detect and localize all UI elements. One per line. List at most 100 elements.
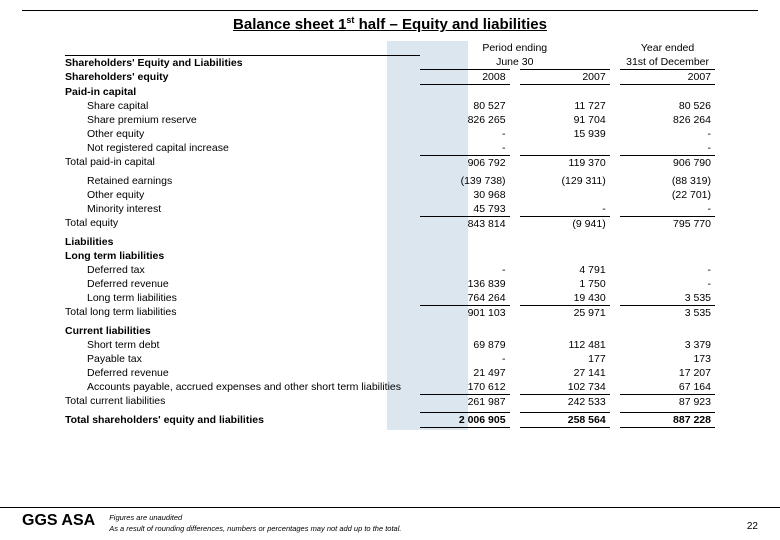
val-2008: 80 527: [420, 99, 510, 113]
val-2007h1: (129 311): [520, 174, 610, 188]
val-2007h1: 242 533: [520, 394, 610, 409]
val-2007h1: (9 941): [520, 216, 610, 231]
val-2007h1: 4 791: [520, 263, 610, 277]
hdr-year-ended: Year ended: [620, 41, 715, 55]
row-label: Payable tax: [65, 352, 420, 366]
company-name: GGS ASA: [22, 512, 95, 530]
section-shareholders-equity: Shareholders' equity: [65, 70, 420, 85]
val-2007fy: 3 535: [620, 305, 715, 320]
val-2007h1: 258 564: [520, 413, 610, 428]
val-2007fy: 173: [620, 352, 715, 366]
val-2007fy: 795 770: [620, 216, 715, 231]
hdr-2007a: 2007: [520, 70, 610, 85]
val-2007h1: 112 481: [520, 338, 610, 352]
footnotes: Figures are unaudited As a result of rou…: [95, 512, 747, 535]
val-2007fy: (22 701): [620, 188, 715, 202]
val-2007fy: 3 379: [620, 338, 715, 352]
val-2007h1: 27 141: [520, 366, 610, 380]
val-2007h1: [520, 141, 610, 156]
val-2008: 2 006 905: [420, 413, 510, 428]
val-2008: 170 612: [420, 380, 510, 395]
val-2007h1: 91 704: [520, 113, 610, 127]
val-2008: -: [420, 352, 510, 366]
val-2007h1: 25 971: [520, 305, 610, 320]
hdr-period-ending: Period ending: [420, 41, 610, 55]
row-label: Minority interest: [65, 202, 420, 217]
val-2007fy: (88 319): [620, 174, 715, 188]
footer: GGS ASA Figures are unaudited As a resul…: [0, 507, 780, 535]
row-label: Share premium reserve: [65, 113, 420, 127]
val-2007fy: -: [620, 277, 715, 291]
val-2008: -: [420, 127, 510, 141]
val-2007h1: 1 750: [520, 277, 610, 291]
val-2007fy: 80 526: [620, 99, 715, 113]
row-label: Other equity: [65, 188, 420, 202]
row-label: Accounts payable, accrued expenses and o…: [65, 380, 420, 395]
row-label: Deferred tax: [65, 263, 420, 277]
table-container: Period ending Year ended Shareholders' Equ…: [65, 41, 715, 430]
row-label: Total current liabilities: [65, 394, 420, 409]
section-current-liabilities: Current liabilities: [65, 324, 420, 338]
row-label: Deferred revenue: [65, 277, 420, 291]
val-2007fy: 87 923: [620, 394, 715, 409]
row-label: Deferred revenue: [65, 366, 420, 380]
val-2007fy: -: [620, 141, 715, 156]
val-2008: 69 879: [420, 338, 510, 352]
val-2007fy: 3 535: [620, 291, 715, 306]
val-2007h1: 119 370: [520, 155, 610, 170]
row-label: Total equity: [65, 216, 420, 231]
footnote-1: Figures are unaudited: [109, 512, 747, 523]
val-2008: 136 839: [420, 277, 510, 291]
val-2007fy: 67 164: [620, 380, 715, 395]
val-2007fy: 906 790: [620, 155, 715, 170]
val-2007fy: -: [620, 202, 715, 217]
section-liabilities: Liabilities: [65, 235, 420, 249]
val-2007fy: 887 228: [620, 413, 715, 428]
val-2007fy: -: [620, 263, 715, 277]
hdr-june30: June 30: [420, 55, 610, 70]
val-2008: 843 814: [420, 216, 510, 231]
val-2007h1: [520, 188, 610, 202]
val-2007h1: 102 734: [520, 380, 610, 395]
val-2008: 901 103: [420, 305, 510, 320]
top-divider: [22, 10, 758, 11]
row-label: Total long term liabilities: [65, 305, 420, 320]
val-2007h1: 177: [520, 352, 610, 366]
hdr-dec31: 31st of December: [620, 55, 715, 70]
val-2008: (139 738): [420, 174, 510, 188]
val-2007h1: 11 727: [520, 99, 610, 113]
val-2007h1: -: [520, 202, 610, 217]
row-label: Retained earnings: [65, 174, 420, 188]
section-long-term-liabilities: Long term liabilities: [65, 249, 420, 263]
val-2008: 764 264: [420, 291, 510, 306]
page-number: 22: [747, 521, 758, 534]
val-2008: 906 792: [420, 155, 510, 170]
val-2008: 30 968: [420, 188, 510, 202]
val-2008: 21 497: [420, 366, 510, 380]
val-2008: 261 987: [420, 394, 510, 409]
val-2008: 45 793: [420, 202, 510, 217]
val-2007h1: 15 939: [520, 127, 610, 141]
val-2007fy: -: [620, 127, 715, 141]
title-part-a: Balance sheet 1: [233, 16, 346, 33]
row-label: Other equity: [65, 127, 420, 141]
val-2008: 826 265: [420, 113, 510, 127]
slide-title: Balance sheet 1st half – Equity and liab…: [22, 15, 758, 33]
val-2008: -: [420, 263, 510, 277]
row-label: Short term debt: [65, 338, 420, 352]
hdr-2008: 2008: [420, 70, 510, 85]
row-label: Long term liabilities: [65, 291, 420, 306]
row-label: Total shareholders' equity and liabiliti…: [65, 413, 420, 428]
val-2008: -: [420, 141, 510, 156]
row-label: Share capital: [65, 99, 420, 113]
section-paid-in-capital: Paid-in capital: [65, 85, 420, 99]
balance-sheet-table: Period ending Year ended Shareholders' Equ…: [65, 41, 715, 430]
section-shareholders-equity-liabilities: Shareholders' Equity and Liabilities: [65, 55, 420, 70]
hdr-2007b: 2007: [620, 70, 715, 85]
val-2007fy: 826 264: [620, 113, 715, 127]
val-2007h1: 19 430: [520, 291, 610, 306]
val-2007fy: 17 207: [620, 366, 715, 380]
row-label: Total paid-in capital: [65, 155, 420, 170]
row-label: Not registered capital increase: [65, 141, 420, 156]
footnote-2: As a result of rounding differences, num…: [109, 523, 747, 534]
